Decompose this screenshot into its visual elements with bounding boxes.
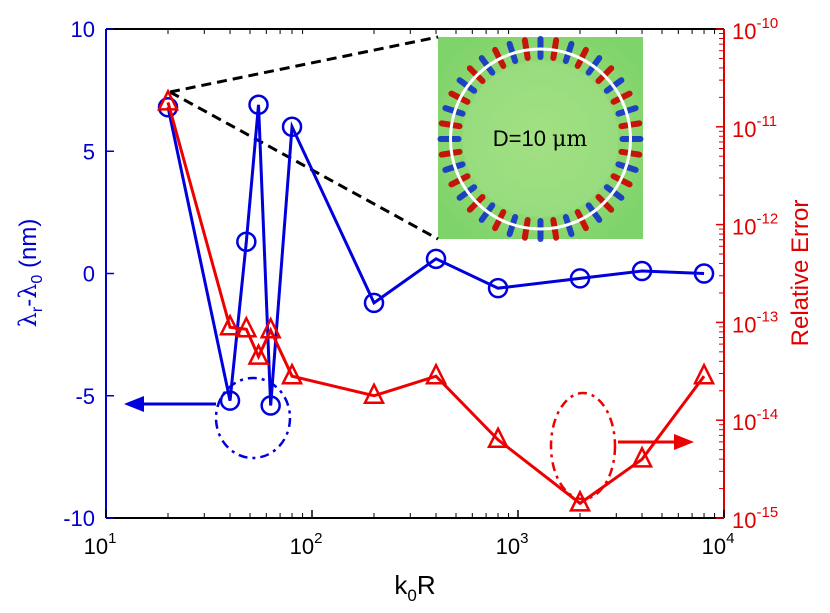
red-triangle-point-4 xyxy=(259,316,282,339)
inset-pointer-line-top xyxy=(169,35,439,94)
blue-circle-point-5 xyxy=(281,116,303,138)
x-tick-label-3: 104 xyxy=(702,530,735,559)
y-right-axis-title: Relative Error xyxy=(787,200,814,347)
red-triangle-point-6 xyxy=(362,381,386,404)
red-triangle-point-11 xyxy=(693,362,716,385)
series-line-relative-error xyxy=(166,101,706,506)
blue-circle-point-2 xyxy=(236,231,257,252)
inset-label: D=10 μm xyxy=(493,126,588,152)
blue-circle-point-7 xyxy=(425,248,447,270)
blue-circle-point-10 xyxy=(631,260,653,282)
y-right-tick-label-4: 10-14 xyxy=(732,406,778,435)
x-tick-label-2: 103 xyxy=(496,530,529,559)
y-left-tick-label-2: 0 xyxy=(83,262,95,287)
blue-circle-point-11 xyxy=(693,263,715,284)
y-right-tick-label-1: 10-11 xyxy=(732,113,777,142)
y-right-tick-label-3: 10-13 xyxy=(732,308,778,337)
y-right-tick-label-5: 10-15 xyxy=(732,504,778,533)
red-triangle-point-7 xyxy=(425,362,448,385)
blue-circle-point-6 xyxy=(363,292,385,314)
series-line-wavelength-shift xyxy=(166,104,705,406)
red-triangle-point-0 xyxy=(156,88,180,111)
blue-circle-point-9 xyxy=(569,268,591,289)
blue-circle-point-8 xyxy=(487,277,509,299)
red-group-ellipse xyxy=(549,391,617,501)
inset-pointer-line-bottom xyxy=(169,90,439,241)
left-axis-arrow xyxy=(124,396,216,412)
x-tick-label-1: 102 xyxy=(290,530,323,559)
red-triangle-point-10 xyxy=(631,445,654,468)
red-triangle-point-1 xyxy=(219,313,242,336)
red-triangle-point-8 xyxy=(487,425,510,449)
y-right-tick-label-0: 10-10 xyxy=(732,15,778,44)
blue-circle-point-4 xyxy=(260,395,281,416)
y-left-tick-label-4: -10 xyxy=(63,506,95,531)
red-triangle-point-5 xyxy=(281,362,304,385)
red-triangle-point-2 xyxy=(235,315,258,338)
right-axis-arrow xyxy=(618,434,694,450)
red-triangle-point-9 xyxy=(568,489,592,512)
y-left-tick-label-0: 10 xyxy=(71,17,95,42)
x-tick-label-0: 101 xyxy=(84,530,117,559)
y-right-tick-label-2: 10-12 xyxy=(732,211,778,240)
y-left-tick-label-1: 5 xyxy=(83,139,95,164)
inset-field-image: D=10 μm xyxy=(437,36,644,242)
y-left-tick-label-3: -5 xyxy=(75,384,95,409)
x-axis-title: k0R xyxy=(394,570,435,605)
blue-circle-point-3 xyxy=(248,94,269,116)
blue-group-ellipse xyxy=(214,376,292,460)
y-left-axis-title: λr-λ0 (nm) xyxy=(14,219,46,328)
red-triangle-point-3 xyxy=(247,342,270,365)
